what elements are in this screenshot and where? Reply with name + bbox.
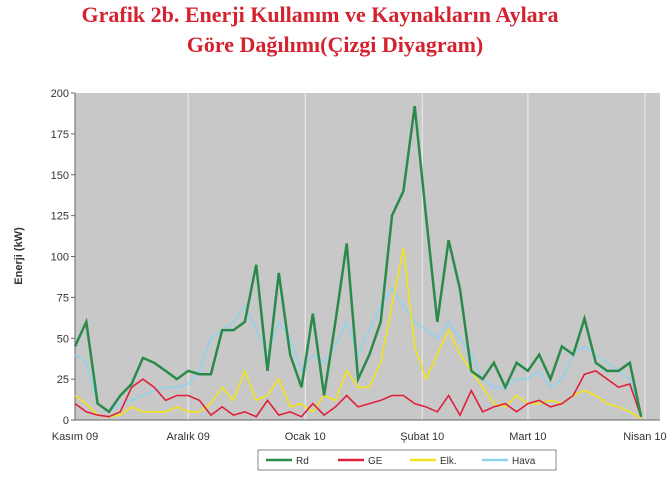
y-tick-label: 0 <box>63 415 69 427</box>
series-line <box>74 287 642 416</box>
y-tick-label: 100 <box>51 252 69 264</box>
chart-subtitle: Göre Dağılımı(Çizgi Diyagram) <box>187 32 484 57</box>
x-tick-label: Nisan 10 <box>623 431 666 443</box>
x-tick-label: Aralık 09 <box>167 431 210 443</box>
y-tick-label: 75 <box>57 292 69 304</box>
series-line <box>73 105 643 417</box>
x-tick-label: Mart 10 <box>509 431 546 443</box>
series-line <box>74 370 642 418</box>
plot-area <box>75 93 660 420</box>
x-tick-label: Kasım 09 <box>52 431 98 443</box>
y-axis-label: Enerji (kW) <box>13 227 25 285</box>
x-tick-label: Ocak 10 <box>285 431 326 443</box>
series-line <box>74 248 642 420</box>
x-tick-label: Şubat 10 <box>400 431 444 443</box>
legend-label: Rd <box>296 456 309 467</box>
y-tick-label: 175 <box>51 129 69 141</box>
legend-box <box>257 449 557 471</box>
legend-label: GE <box>368 456 383 467</box>
chart-title: Grafik 2b. Enerji Kullanım ve Kaynakları… <box>82 2 559 27</box>
y-tick-label: 200 <box>51 88 69 100</box>
y-tick-label: 150 <box>51 170 69 182</box>
y-tick-label: 125 <box>51 211 69 223</box>
y-tick-label: 50 <box>57 333 69 345</box>
y-tick-label: 25 <box>57 374 69 386</box>
legend-label: Hava <box>512 456 536 467</box>
legend-label: Elk. <box>440 456 457 467</box>
